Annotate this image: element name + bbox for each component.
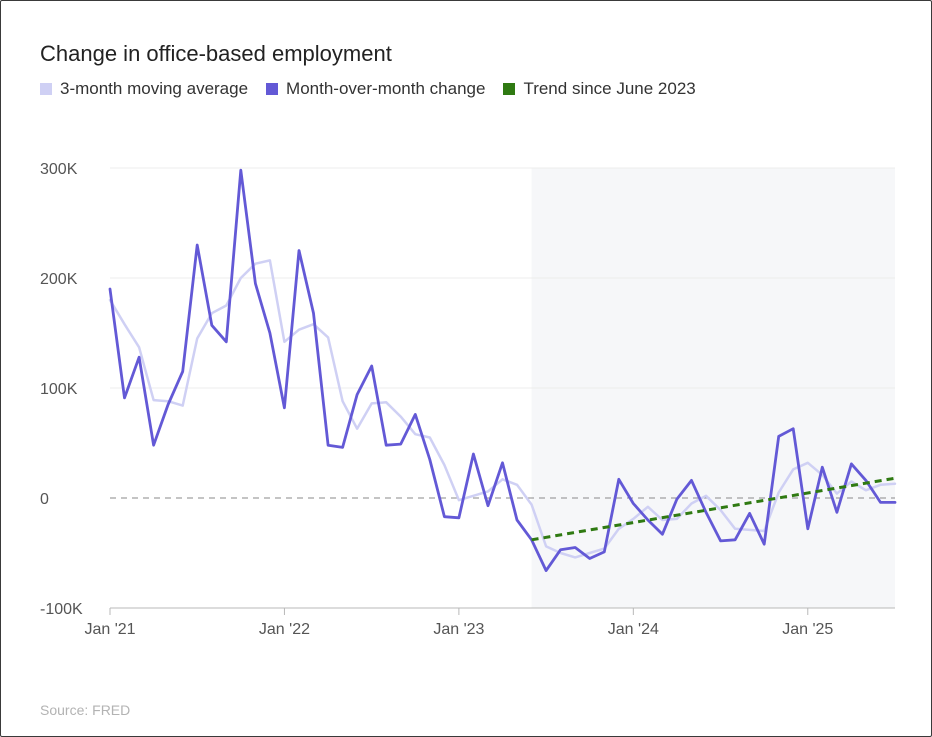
- legend-item-moving-average: 3-month moving average: [40, 79, 248, 99]
- y-tick-label: -100K: [40, 601, 83, 618]
- series-line-moving-average: [108, 259, 897, 559]
- y-tick-label: 300K: [40, 161, 78, 178]
- x-tick-label: Jan '24: [608, 621, 659, 638]
- source-note: Source: FRED: [40, 702, 131, 718]
- series-line-monthly-change: [108, 168, 897, 572]
- legend-label-moving-average: 3-month moving average: [60, 79, 249, 98]
- legend-label-monthly-change: Month-over-month change: [286, 79, 486, 98]
- y-tick-label: 200K: [40, 271, 78, 288]
- x-tick-label: Jan '25: [782, 621, 833, 638]
- legend-swatch-moving-average: [40, 83, 52, 95]
- legend-item-monthly-change: Month-over-month change: [266, 79, 485, 99]
- x-tick-label: Jan '23: [433, 621, 484, 638]
- legend-swatch-trend: [503, 83, 516, 95]
- chart-legend: 3-month moving average Month-over-month …: [40, 77, 714, 101]
- legend-item-trend: Trend since June 2023: [503, 79, 696, 99]
- series-line-trend: [531, 476, 896, 542]
- chart-title: Change in office-based employment: [40, 41, 392, 66]
- y-tick-label: 100K: [40, 381, 78, 398]
- x-tick-label: Jan '21: [84, 621, 135, 638]
- x-tick-label: Jan '22: [259, 621, 310, 638]
- legend-swatch-monthly-change: [266, 83, 279, 95]
- y-tick-label: 0: [40, 491, 49, 508]
- legend-label-trend: Trend since June 2023: [523, 79, 696, 98]
